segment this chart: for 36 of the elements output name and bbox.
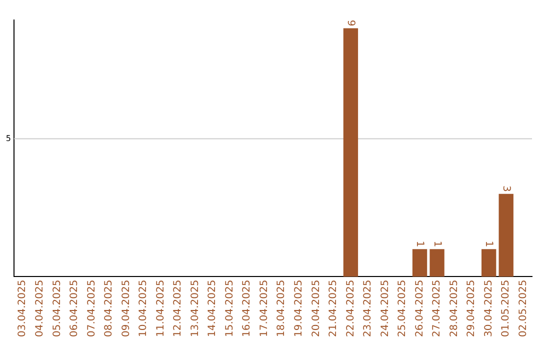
x-tick-label: 16.04.2025: [242, 280, 253, 338]
x-tick-label: 18.04.2025: [276, 280, 288, 338]
x-tick-label: 30.04.2025: [483, 280, 494, 338]
x-tick-label: 14.04.2025: [207, 280, 218, 338]
ref-line-label: 5: [6, 134, 11, 143]
x-tick-label: 28.04.2025: [448, 280, 460, 338]
x-tick-label: 19.04.2025: [293, 280, 304, 338]
x-tick-label: 24.04.2025: [380, 280, 391, 338]
x-tick-label: 15.04.2025: [224, 280, 236, 338]
x-tick-label: 08.04.2025: [104, 280, 115, 338]
x-tick-label: 29.04.2025: [466, 280, 478, 338]
x-tick-label: 03.04.2025: [17, 280, 28, 338]
x-tick-label: 25.04.2025: [397, 280, 408, 338]
x-tick-label: 05.04.2025: [52, 280, 63, 338]
x-tick-label: 21.04.2025: [328, 280, 340, 338]
x-tick-label: 01.05.2025: [500, 280, 512, 338]
x-tick-label: 22.04.2025: [345, 280, 356, 338]
x-tick-label: 27.04.2025: [432, 280, 443, 338]
x-tick-label: 10.04.2025: [138, 280, 150, 338]
x-tick-label: 09.04.2025: [120, 280, 132, 338]
x-tick-label: 02.05.2025: [518, 280, 529, 338]
data-label: 3: [500, 186, 512, 192]
x-tick-label: 23.04.2025: [362, 280, 374, 338]
x-tick-label: 06.04.2025: [69, 280, 80, 338]
data-label: 1: [431, 240, 442, 248]
data-label: 1: [414, 240, 426, 248]
x-tick-label: 04.04.2025: [34, 280, 46, 338]
x-tick-label: 17.04.2025: [258, 280, 270, 338]
data-label: 1: [483, 240, 494, 248]
x-tick-label: 13.04.2025: [190, 280, 201, 338]
x-tick-label: 07.04.2025: [86, 280, 98, 338]
x-tick-label: 11.04.2025: [155, 280, 166, 338]
x-tick-label: 26.04.2025: [414, 280, 426, 338]
x-tick-label: 20.04.2025: [310, 280, 322, 338]
data-label: 9: [345, 20, 356, 26]
x-tick-label: 12.04.2025: [172, 280, 184, 338]
